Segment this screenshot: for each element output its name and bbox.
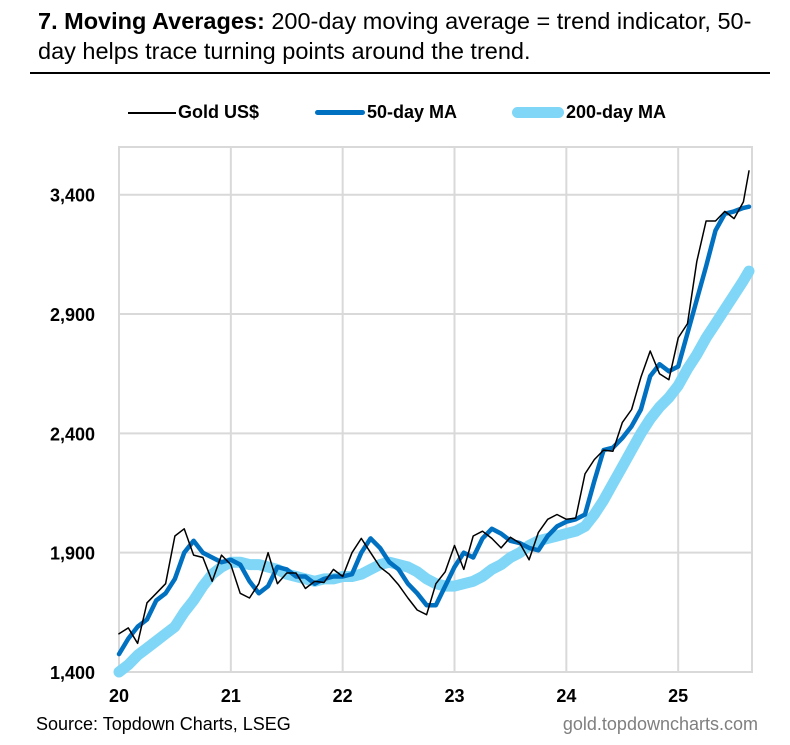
chart-title: 7. Moving Averages: 200-day moving avera…: [38, 6, 778, 66]
legend-item-gold: Gold US$: [128, 102, 259, 123]
x-tick-label: 24: [556, 686, 576, 706]
legend-swatch-50day: [315, 110, 365, 115]
source-note: Source: Topdown Charts, LSEG: [36, 714, 291, 734]
x-tick-label: 25: [668, 686, 688, 706]
y-tick-label: 2,900: [50, 305, 95, 325]
legend: Gold US$ 50-day MA 200-day MA: [0, 102, 790, 128]
y-tick-label: 2,400: [50, 424, 95, 444]
legend-item-50day: 50-day MA: [315, 102, 457, 123]
x-tick-label: 23: [444, 686, 464, 706]
legend-item-200day: 200-day MA: [512, 102, 666, 123]
legend-swatch-200day: [512, 107, 564, 118]
legend-swatch-gold: [128, 111, 176, 114]
legend-label-gold: Gold US$: [178, 102, 260, 122]
x-tick-label: 20: [109, 686, 129, 706]
ma200-line: [113, 265, 755, 678]
legend-label-200day: 200-day MA: [566, 102, 667, 122]
x-tick-label: 22: [333, 686, 353, 706]
title-rest: 200-day moving average = trend indicator…: [38, 8, 752, 64]
x-tick-label: 21: [221, 686, 241, 706]
legend-label-50day: 50-day MA: [367, 102, 458, 122]
title-divider: [30, 72, 770, 74]
website-label: gold.topdowncharts.com: [562, 714, 758, 734]
y-tick-label: 1,400: [50, 663, 95, 683]
y-tick-label: 1,900: [50, 544, 95, 564]
gold-price-line: [118, 170, 750, 645]
ma50-line: [116, 204, 752, 657]
title-bold: 7. Moving Averages:: [38, 8, 265, 34]
y-tick-label: 3,400: [50, 186, 95, 206]
